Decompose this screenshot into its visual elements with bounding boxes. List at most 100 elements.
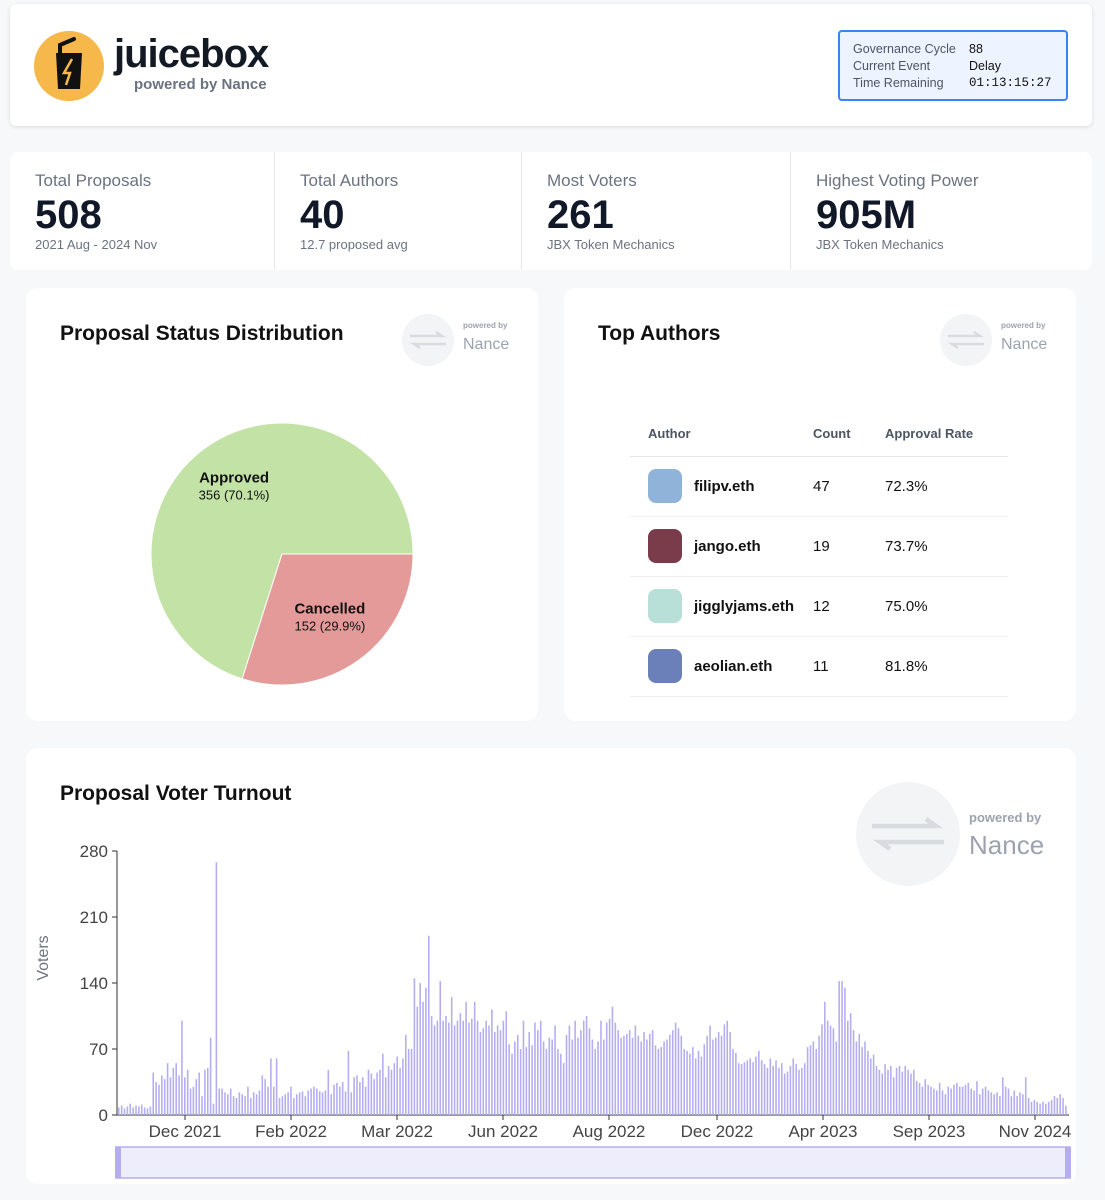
turnout-bar[interactable] [918, 1082, 921, 1115]
turnout-bar[interactable] [453, 1025, 456, 1115]
turnout-bar[interactable] [364, 1086, 367, 1115]
turnout-bar[interactable] [275, 1058, 278, 1115]
turnout-bar[interactable] [884, 1064, 886, 1115]
author-name[interactable]: filipv.eth [694, 477, 755, 495]
brand-name[interactable]: juicebox [114, 32, 269, 76]
turnout-bar[interactable] [990, 1092, 993, 1115]
turnout-bar[interactable] [152, 1072, 155, 1115]
turnout-bar[interactable] [620, 1037, 622, 1115]
avatar[interactable] [648, 469, 682, 503]
table-row[interactable]: jango.eth 19 73.7% [630, 516, 1008, 577]
turnout-bar[interactable] [359, 1082, 361, 1115]
column-header-author[interactable]: Author [630, 420, 813, 457]
turnout-bar[interactable] [869, 1058, 872, 1115]
turnout-bar[interactable] [841, 981, 843, 1115]
turnout-bar[interactable] [531, 1045, 533, 1115]
turnout-bar[interactable] [930, 1086, 932, 1115]
turnout-bar[interactable] [818, 1035, 820, 1115]
avatar[interactable] [648, 649, 682, 683]
turnout-bar[interactable] [413, 978, 416, 1115]
turnout-bar[interactable] [1062, 1098, 1064, 1115]
turnout-bar[interactable] [1053, 1096, 1056, 1115]
turnout-bar[interactable] [732, 1049, 734, 1115]
turnout-bar[interactable] [272, 1086, 275, 1115]
turnout-bar[interactable] [892, 1077, 895, 1115]
turnout-bar[interactable] [290, 1086, 292, 1115]
turnout-bar[interactable] [677, 1028, 680, 1115]
table-row[interactable]: jigglyjams.eth 12 75.0% [630, 576, 1008, 637]
turnout-bar[interactable] [545, 1049, 548, 1115]
turnout-bar[interactable] [849, 1013, 852, 1115]
turnout-bar[interactable] [582, 1020, 585, 1115]
turnout-bar[interactable] [970, 1088, 972, 1115]
turnout-bar[interactable] [1050, 1099, 1053, 1115]
turnout-bar[interactable] [697, 1050, 700, 1115]
turnout-bar[interactable] [548, 1037, 551, 1115]
turnout-bar[interactable] [844, 987, 846, 1115]
turnout-bar[interactable] [172, 1067, 175, 1115]
column-header-count[interactable]: Count [813, 420, 885, 457]
table-row[interactable]: filipv.eth 47 72.3% [630, 456, 1008, 517]
juicebox-logo-icon[interactable] [34, 31, 104, 101]
turnout-bar[interactable] [651, 1030, 654, 1115]
turnout-bar[interactable] [976, 1081, 978, 1115]
turnout-bar[interactable] [565, 1034, 568, 1115]
turnout-bar[interactable] [979, 1094, 981, 1115]
turnout-bar[interactable] [783, 1073, 786, 1115]
turnout-bar[interactable] [714, 1037, 717, 1115]
turnout-bar[interactable] [163, 1079, 166, 1115]
turnout-bar[interactable] [514, 1041, 516, 1115]
turnout-bar[interactable] [628, 1030, 631, 1115]
turnout-bar[interactable] [806, 1047, 809, 1115]
turnout-bar[interactable] [735, 1052, 737, 1115]
turnout-bar[interactable] [186, 1069, 189, 1115]
turnout-bar[interactable] [683, 1049, 685, 1115]
turnout-bar[interactable] [255, 1094, 258, 1115]
turnout-bar[interactable] [855, 1041, 858, 1115]
turnout-bar[interactable] [726, 1020, 729, 1115]
turnout-bar[interactable] [178, 1075, 180, 1115]
turnout-bar[interactable] [821, 1024, 823, 1115]
turnout-bar[interactable] [327, 1069, 330, 1115]
turnout-bar[interactable] [379, 1069, 381, 1115]
turnout-bar[interactable] [476, 1020, 479, 1115]
turnout-bar[interactable] [921, 1086, 924, 1115]
turnout-bar[interactable] [456, 1020, 459, 1115]
turnout-bar[interactable] [344, 1091, 347, 1115]
turnout-bar[interactable] [493, 1032, 496, 1115]
turnout-bar[interactable] [471, 1018, 473, 1115]
turnout-bar[interactable] [370, 1073, 373, 1115]
turnout-bar[interactable] [539, 1020, 542, 1115]
turnout-bar[interactable] [204, 1069, 206, 1115]
turnout-bar[interactable] [626, 1033, 628, 1115]
turnout-bar[interactable] [270, 1058, 272, 1115]
turnout-bar[interactable] [215, 862, 218, 1115]
turnout-bar[interactable] [950, 1088, 952, 1115]
turnout-bar[interactable] [508, 1044, 510, 1115]
turnout-bar[interactable] [746, 1060, 749, 1115]
turnout-bar[interactable] [646, 1039, 648, 1115]
turnout-bar[interactable] [913, 1069, 915, 1115]
turnout-bar[interactable] [224, 1092, 226, 1115]
pie-slice-cancelled[interactable] [241, 553, 414, 686]
turnout-bar[interactable] [261, 1075, 264, 1115]
turnout-bar[interactable] [666, 1039, 668, 1115]
turnout-bar[interactable] [758, 1050, 760, 1115]
turnout-bar[interactable] [252, 1092, 255, 1115]
turnout-bar[interactable] [878, 1069, 881, 1115]
turnout-bar[interactable] [577, 1037, 579, 1115]
turnout-bar[interactable] [562, 1063, 565, 1115]
turnout-bar[interactable] [743, 1062, 746, 1115]
turnout-bar[interactable] [717, 1032, 720, 1115]
avatar[interactable] [648, 589, 682, 623]
turnout-bar[interactable] [766, 1067, 769, 1115]
turnout-bar[interactable] [648, 1033, 651, 1115]
turnout-bar[interactable] [189, 1088, 192, 1115]
turnout-bar[interactable] [361, 1077, 364, 1115]
turnout-bar[interactable] [692, 1047, 694, 1115]
turnout-bar[interactable] [310, 1088, 312, 1115]
turnout-bar[interactable] [608, 1018, 611, 1115]
turnout-bar[interactable] [442, 1020, 444, 1115]
turnout-bar[interactable] [321, 1092, 324, 1115]
turnout-bar[interactable] [588, 1028, 591, 1115]
